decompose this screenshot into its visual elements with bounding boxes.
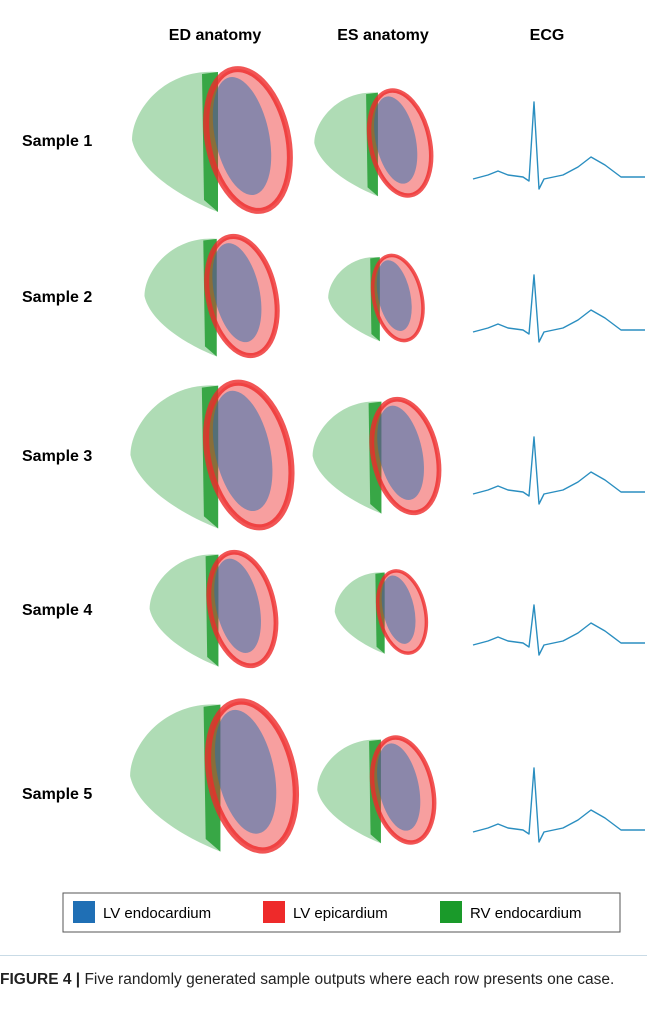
caption-text: Five randomly generated sample outputs w… xyxy=(84,971,614,988)
column-header: ED anatomy xyxy=(169,27,262,44)
legend-swatch xyxy=(440,901,462,923)
figure-caption: FIGURE 4 | Five randomly generated sampl… xyxy=(0,955,647,991)
figure-page: ED anatomy ES anatomy ECG Sample 1 Sample 2 S… xyxy=(0,0,647,1020)
column-header: ECG xyxy=(530,27,565,44)
row-label: Sample 3 xyxy=(22,448,92,465)
heart-render xyxy=(335,566,434,657)
row-label: Sample 2 xyxy=(22,289,92,306)
ecg-trace xyxy=(473,437,645,504)
ecg-trace xyxy=(473,605,645,655)
heart-render xyxy=(132,61,302,218)
legend-swatch xyxy=(73,901,95,923)
heart-render xyxy=(144,230,287,362)
legend-label: LV endocardium xyxy=(103,905,211,922)
legend-label: RV endocardium xyxy=(470,905,581,922)
row-label: Sample 5 xyxy=(22,786,92,803)
ecg-trace xyxy=(473,102,645,189)
heart-render xyxy=(313,393,449,519)
figure: ED anatomy ES anatomy ECG Sample 1 Sample 2 S… xyxy=(0,0,647,950)
legend-label: LV epicardium xyxy=(293,905,388,922)
heart-render xyxy=(130,375,303,536)
heart-render xyxy=(150,546,286,672)
ecg-trace xyxy=(473,275,645,342)
row-label: Sample 1 xyxy=(22,133,92,150)
heart-render xyxy=(130,693,309,858)
ecg-trace xyxy=(473,768,645,842)
row-label: Sample 4 xyxy=(22,602,92,619)
caption-label: FIGURE 4 | xyxy=(0,971,80,988)
heart-render xyxy=(317,732,443,849)
heart-render xyxy=(314,85,440,202)
column-header: ES anatomy xyxy=(337,27,429,44)
heart-render xyxy=(328,251,430,345)
legend-swatch xyxy=(263,901,285,923)
